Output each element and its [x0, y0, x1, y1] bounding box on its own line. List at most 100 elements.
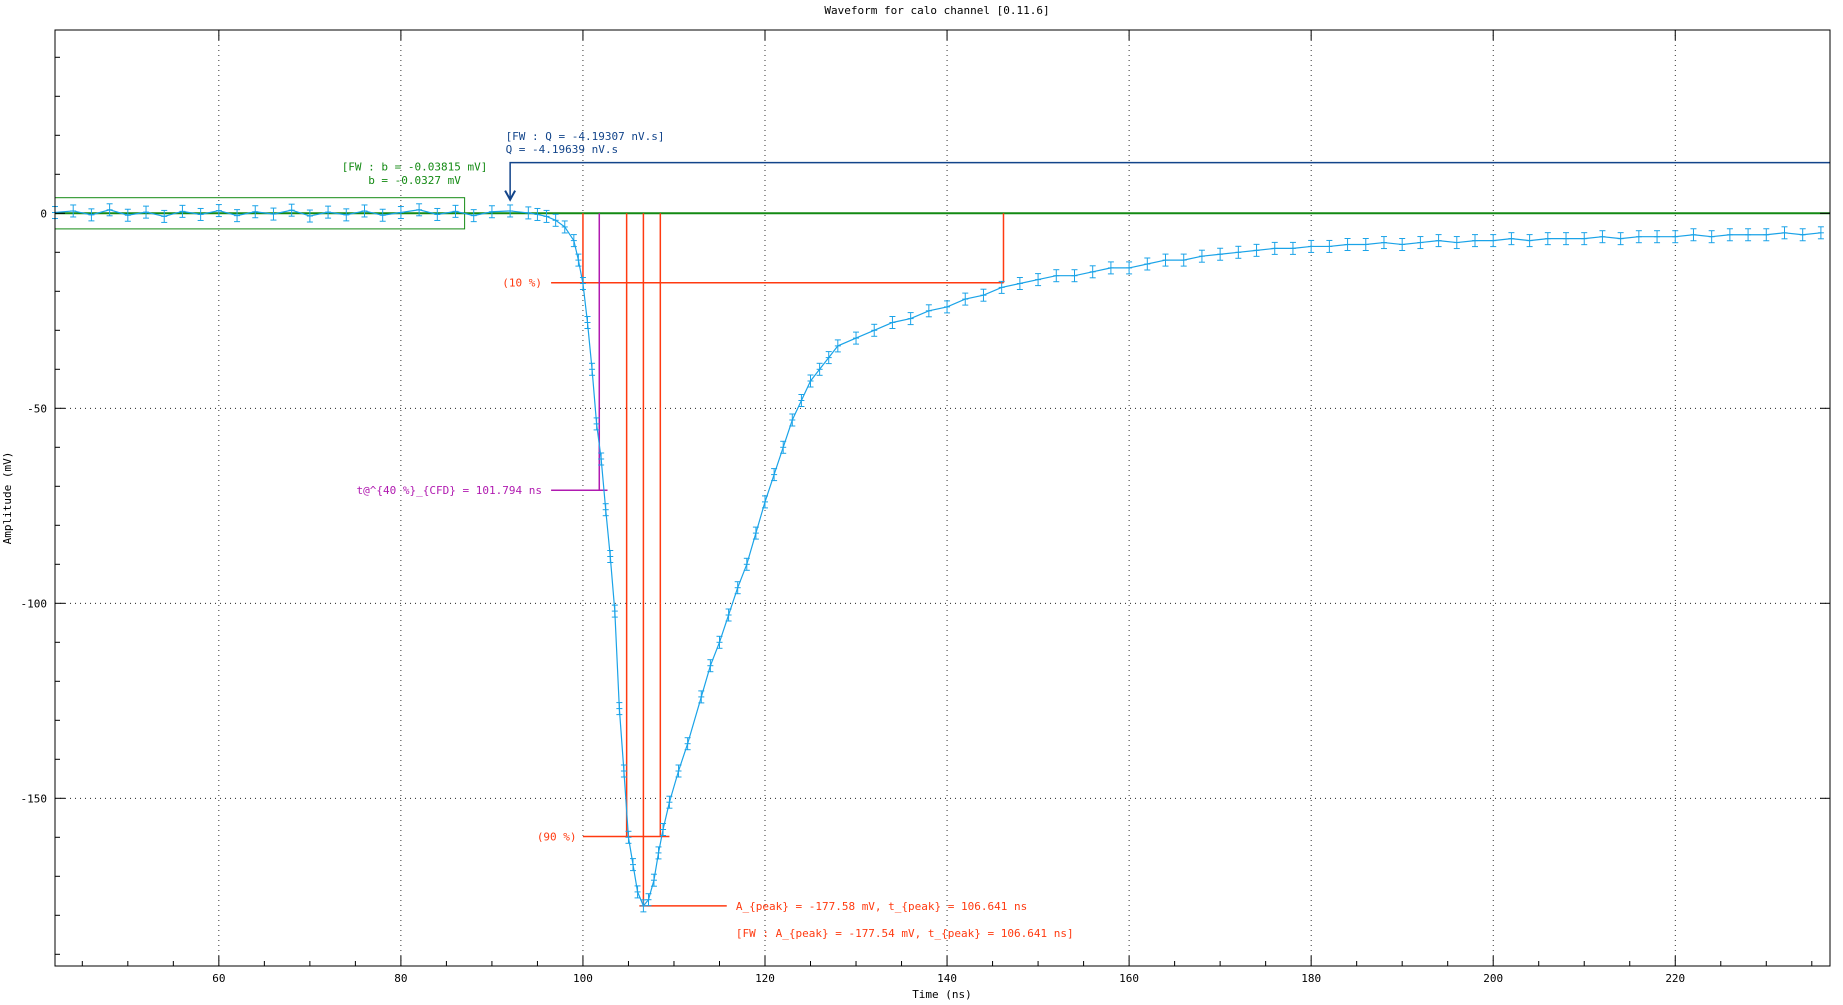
data-point [1344, 238, 1351, 251]
data-point [1326, 239, 1333, 253]
data-point [252, 205, 259, 219]
data-point [543, 209, 550, 223]
data-point [607, 550, 614, 563]
charge-arrow-icon [504, 190, 517, 202]
data-point [660, 823, 667, 836]
data-point [725, 608, 732, 622]
data-point [1308, 239, 1315, 253]
data-point [1544, 232, 1551, 246]
data-point [325, 205, 332, 219]
waveform-line [54, 209, 1821, 908]
y-tick-label: -150 [21, 792, 48, 805]
data-point [534, 207, 541, 221]
data-point [575, 253, 582, 267]
data-point [552, 213, 559, 227]
data-point [1745, 228, 1752, 242]
data-point [1198, 249, 1205, 263]
data-point [584, 316, 591, 329]
data-point [675, 764, 682, 778]
data-point [589, 362, 596, 376]
data-point [944, 300, 951, 314]
data-point [616, 702, 623, 716]
data-point [825, 351, 832, 365]
data-point [1490, 234, 1497, 248]
data-point [1726, 228, 1733, 242]
data-point [1581, 232, 1588, 246]
data-point [397, 206, 404, 220]
data-point [197, 207, 204, 221]
data-point [215, 204, 222, 218]
baseline-fw-label: [FW : b = -0.03815 mV] [342, 160, 488, 173]
data-point [1126, 261, 1133, 275]
data-point [889, 316, 896, 329]
data-point [179, 204, 186, 218]
data-point [1526, 234, 1533, 248]
data-point [752, 526, 759, 540]
data-point [1071, 269, 1078, 283]
data-point [452, 204, 459, 218]
x-tick-label: 60 [212, 972, 225, 985]
data-point [640, 899, 647, 913]
y-tick-label: -50 [27, 402, 47, 415]
data-point [1271, 241, 1278, 255]
peak-fw-label: [FW : A_{peak} = -177.54 mV, t_{peak} = … [736, 927, 1074, 940]
annotation-labels: [FW : b = -0.03815 mV]b = -0.0327 mV [FW … [342, 130, 1074, 940]
data-point [798, 394, 805, 407]
data-point [143, 205, 150, 219]
data-point [1053, 269, 1060, 283]
x-tick-label: 120 [755, 972, 775, 985]
data-point [962, 292, 969, 306]
data-point [734, 581, 741, 595]
data-point [1035, 273, 1042, 287]
data-point [1217, 247, 1224, 261]
data-point [925, 304, 932, 318]
data-point [343, 208, 350, 222]
threshold-10-label: (10 %) [502, 277, 542, 290]
data-point [1235, 245, 1242, 259]
data-point [470, 209, 477, 223]
data-point [1781, 226, 1788, 240]
data-point [780, 440, 787, 454]
x-tick-label: 160 [1119, 972, 1139, 985]
data-point [579, 277, 586, 290]
data-point [707, 659, 714, 673]
data-point [853, 331, 860, 345]
data-point [1599, 230, 1606, 244]
data-point [743, 557, 750, 571]
y-axis-label: Amplitude (mV) [1, 452, 14, 545]
data-point [270, 207, 277, 221]
data-point [1180, 253, 1187, 267]
data-point [716, 635, 723, 649]
data-point [1399, 238, 1406, 251]
data-point [288, 203, 295, 217]
data-point [871, 323, 878, 337]
data-point [1763, 228, 1770, 242]
x-tick-label: 200 [1483, 972, 1503, 985]
data-point [789, 413, 796, 427]
data-point [1107, 261, 1114, 275]
data-point [1472, 234, 1478, 248]
data-point [645, 893, 652, 907]
data-point [620, 764, 627, 778]
data-point [525, 206, 532, 220]
data-point [1508, 232, 1515, 246]
charge-fw-label: [FW : Q = -4.19307 nV.s] [506, 130, 665, 143]
data-point [488, 205, 495, 219]
x-tick-label: 180 [1301, 972, 1321, 985]
data-point [416, 203, 423, 217]
charge-marker-line [509, 161, 1830, 200]
data-point [998, 280, 1005, 294]
data-point [1672, 230, 1679, 244]
data-point [771, 468, 778, 482]
data-point [70, 204, 77, 218]
data-point [634, 885, 641, 899]
data-point [980, 288, 987, 302]
charge-label: Q = -4.19639 nV.s [506, 143, 619, 156]
x-axis-label: Time (ns) [912, 988, 972, 1001]
data-point [762, 495, 768, 509]
x-tick-label: 100 [573, 972, 593, 985]
x-tick-label: 140 [937, 972, 957, 985]
data-point [1417, 236, 1424, 250]
data-point [1817, 226, 1824, 240]
